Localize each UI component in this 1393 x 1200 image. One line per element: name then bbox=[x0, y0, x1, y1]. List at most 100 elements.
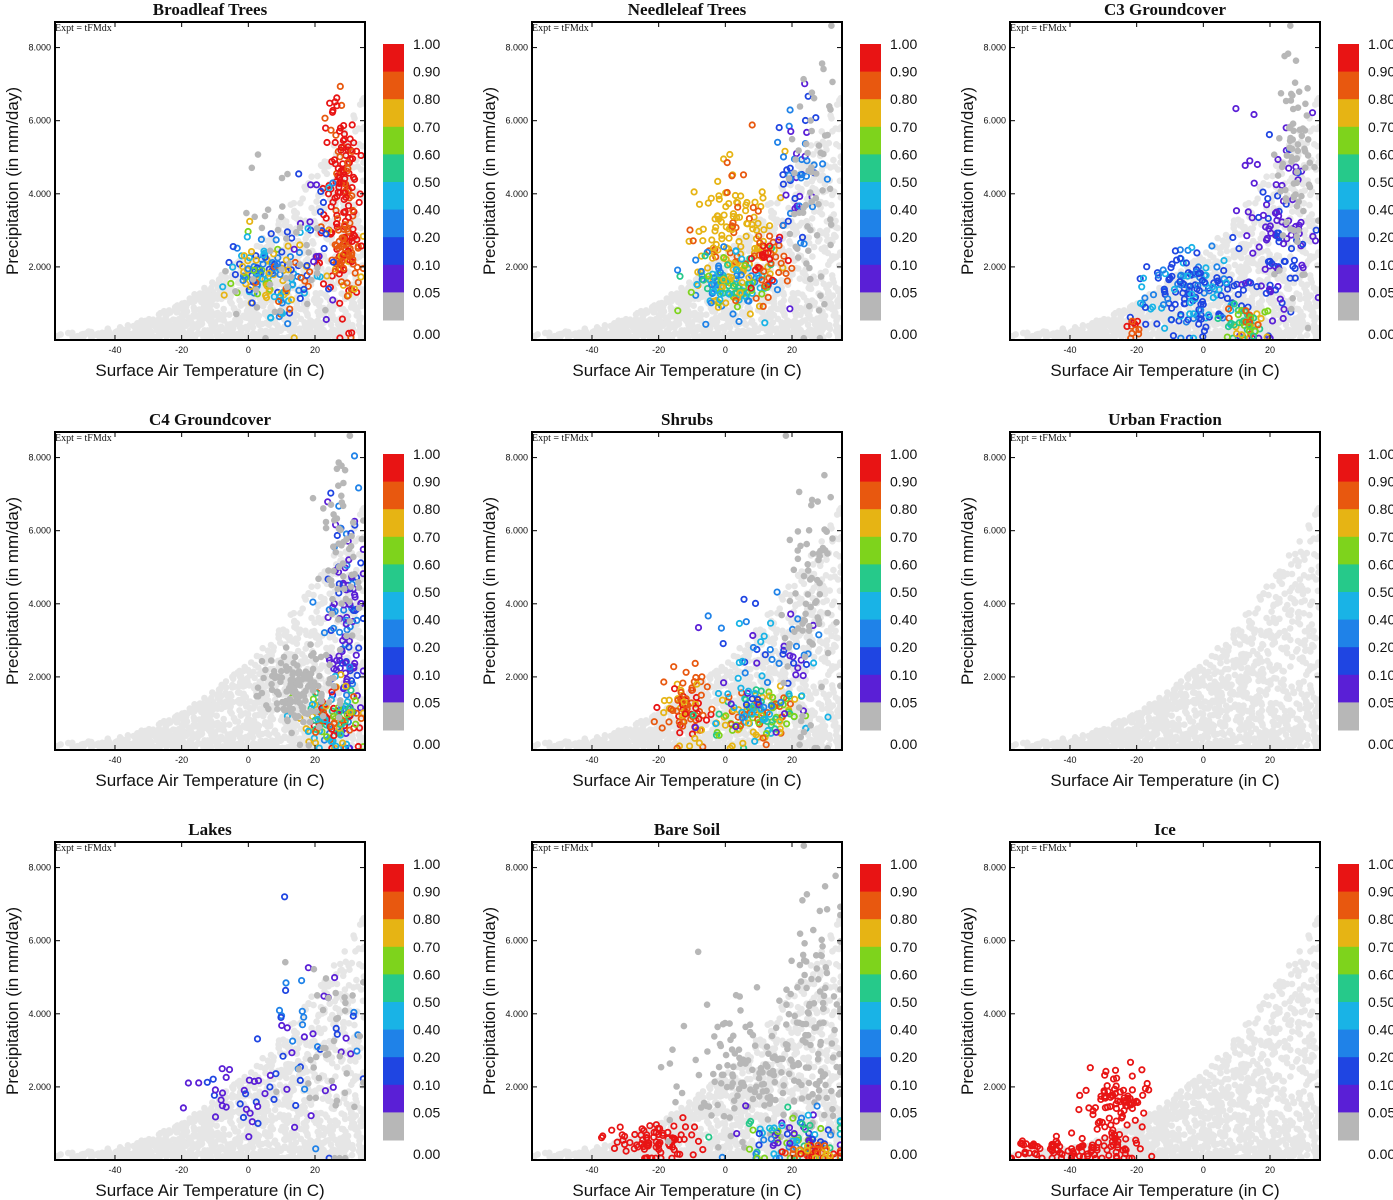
data-point bbox=[826, 185, 834, 193]
y-tick-label: 6.000 bbox=[505, 116, 528, 126]
data-point bbox=[283, 235, 290, 242]
data-point bbox=[1188, 290, 1196, 298]
y-axis-label: Precipitation (in mm/day) bbox=[958, 87, 977, 275]
background-point bbox=[327, 321, 335, 329]
data-point bbox=[253, 304, 261, 311]
data-point bbox=[274, 297, 283, 305]
data-point bbox=[782, 191, 790, 199]
data-point bbox=[795, 147, 802, 154]
colorbar-label: 0.70 bbox=[413, 119, 440, 135]
background-point bbox=[255, 312, 263, 320]
background-point bbox=[780, 289, 787, 297]
data-point bbox=[1250, 179, 1258, 187]
data-point bbox=[1197, 300, 1205, 308]
data-point bbox=[699, 237, 707, 245]
data-point bbox=[730, 259, 738, 267]
background-point bbox=[309, 238, 316, 245]
background-point bbox=[138, 324, 145, 332]
background-point bbox=[1116, 324, 1124, 331]
background-point bbox=[230, 331, 238, 338]
background-point bbox=[1269, 172, 1276, 180]
background-point bbox=[1301, 227, 1309, 234]
background-point bbox=[1238, 218, 1245, 225]
background-point bbox=[1079, 322, 1087, 329]
data-point bbox=[1222, 278, 1230, 287]
background-point bbox=[638, 324, 646, 331]
data-point bbox=[339, 122, 348, 130]
background-point bbox=[833, 101, 841, 108]
background-point bbox=[226, 311, 233, 319]
data-point bbox=[258, 224, 266, 232]
data-point bbox=[1171, 300, 1179, 308]
background-point bbox=[825, 261, 832, 269]
background-point bbox=[297, 315, 305, 323]
data-point bbox=[815, 307, 823, 314]
background-point bbox=[789, 224, 797, 231]
background-point bbox=[818, 315, 826, 323]
background-point bbox=[837, 123, 842, 131]
data-point bbox=[1257, 282, 1265, 290]
background-point bbox=[1239, 223, 1246, 231]
data-point bbox=[329, 179, 337, 187]
background-point bbox=[1285, 285, 1293, 293]
data-point bbox=[264, 206, 272, 213]
background-point bbox=[238, 332, 245, 340]
data-point bbox=[812, 114, 820, 122]
data-point bbox=[1277, 90, 1285, 97]
data-point bbox=[1283, 152, 1291, 159]
background-point bbox=[800, 269, 808, 277]
data-point bbox=[1291, 79, 1299, 86]
background-point bbox=[1314, 177, 1320, 185]
data-point bbox=[349, 173, 358, 181]
data-point bbox=[800, 204, 807, 211]
data-point bbox=[827, 106, 834, 113]
data-point bbox=[279, 203, 286, 210]
data-point bbox=[1298, 240, 1307, 248]
background-point bbox=[1028, 334, 1036, 340]
background-point bbox=[822, 200, 830, 207]
data-point bbox=[337, 146, 345, 154]
data-point bbox=[746, 310, 754, 318]
y-tick-label: 6.000 bbox=[28, 116, 51, 126]
background-point bbox=[181, 311, 189, 319]
data-point bbox=[777, 259, 785, 267]
background-point bbox=[328, 314, 336, 321]
data-point bbox=[761, 319, 769, 327]
background-point bbox=[205, 287, 212, 294]
background-point bbox=[1214, 302, 1222, 310]
background-point bbox=[717, 312, 724, 320]
colorbar-label: 0.05 bbox=[890, 284, 917, 300]
data-point bbox=[274, 260, 282, 268]
background-point bbox=[171, 316, 178, 324]
data-point bbox=[340, 208, 348, 216]
data-point bbox=[340, 225, 348, 233]
data-point bbox=[333, 94, 341, 102]
background-point bbox=[347, 295, 354, 302]
background-point bbox=[826, 321, 833, 329]
background-point bbox=[550, 334, 558, 340]
data-point bbox=[1264, 307, 1272, 315]
background-point bbox=[681, 300, 689, 307]
background-point bbox=[1274, 275, 1282, 283]
background-point bbox=[315, 312, 323, 320]
background-point bbox=[830, 156, 837, 164]
data-point bbox=[222, 267, 229, 275]
data-point bbox=[727, 273, 735, 282]
colorbar-segment bbox=[383, 126, 404, 155]
background-point bbox=[57, 331, 64, 338]
data-point bbox=[1217, 291, 1225, 300]
background-point bbox=[724, 316, 731, 324]
data-point bbox=[231, 270, 239, 279]
data-point bbox=[1283, 235, 1291, 243]
data-point bbox=[707, 194, 715, 202]
data-point bbox=[1280, 305, 1288, 313]
data-point bbox=[239, 276, 247, 284]
data-point bbox=[343, 279, 351, 287]
background-point bbox=[223, 328, 230, 336]
background-point bbox=[1306, 256, 1313, 264]
background-point bbox=[214, 331, 221, 338]
background-point bbox=[247, 316, 254, 324]
data-point bbox=[808, 89, 816, 96]
data-point bbox=[1282, 186, 1289, 194]
